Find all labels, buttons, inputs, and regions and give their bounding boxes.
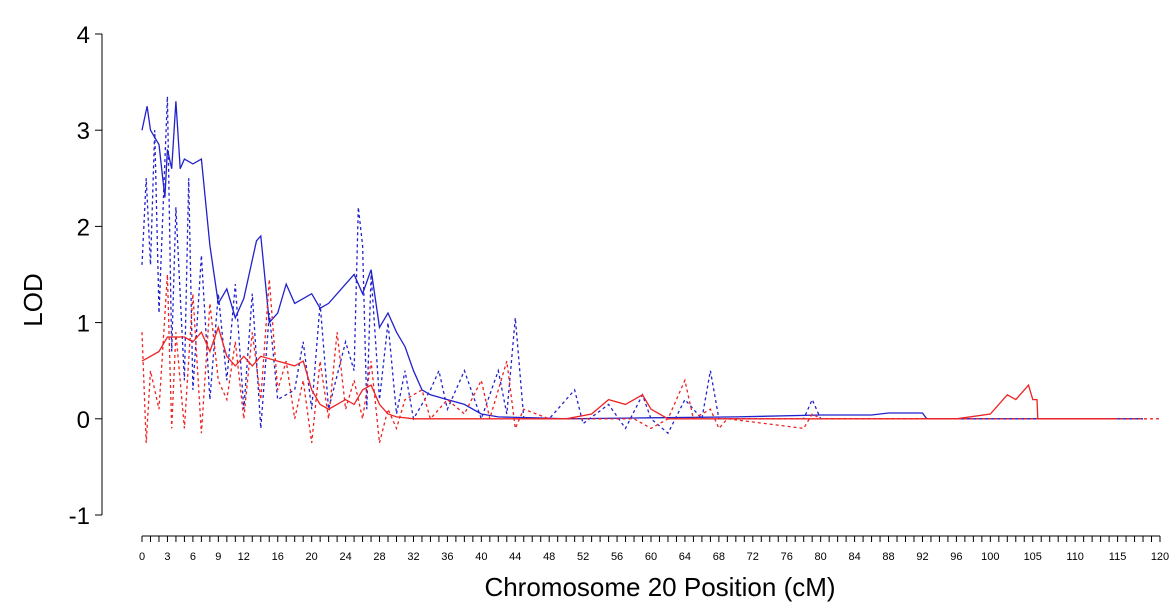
y-tick-label: 2 <box>77 214 90 241</box>
x-tick-label: 9 <box>215 551 221 563</box>
x-tick-label: 64 <box>679 551 691 563</box>
x-tick-label: 6 <box>190 551 196 563</box>
x-tick-label: 88 <box>882 551 894 563</box>
x-tick-label: 52 <box>577 551 589 563</box>
x-tick-label: 92 <box>916 551 928 563</box>
y-tick-label: 3 <box>77 118 90 145</box>
series-line-4-dashed <box>141 274 1160 444</box>
x-tick-label: 0 <box>139 551 145 563</box>
series-line-3-solid <box>141 325 1118 420</box>
series-line-1-solid <box>141 101 1143 420</box>
x-tick-label: 68 <box>713 551 725 563</box>
x-tick-label: 72 <box>747 551 759 563</box>
x-tick-label: 80 <box>815 551 827 563</box>
y-tick-label: 0 <box>77 407 90 434</box>
y-tick-label: 4 <box>77 22 90 49</box>
x-axis-label: Chromosome 20 Position (cM) <box>484 572 835 602</box>
x-tick-label: 84 <box>848 551 860 563</box>
x-tick-label: 28 <box>373 551 385 563</box>
x-tick-label: 60 <box>645 551 657 563</box>
x-tick-label: 16 <box>272 551 284 563</box>
x-tick-label: 36 <box>441 551 453 563</box>
x-tick-label: 120 <box>1151 551 1169 563</box>
x-tick-label: 12 <box>238 551 250 563</box>
x-tick-label: 48 <box>543 551 555 563</box>
x-tick-label: 96 <box>950 551 962 563</box>
x-tick-label: 76 <box>781 551 793 563</box>
y-axis: 4 3 2 1 0 -1 <box>69 22 103 530</box>
x-tick-label: 20 <box>306 551 318 563</box>
x-tick-label: 100 <box>981 551 999 563</box>
y-tick-label: -1 <box>69 503 90 530</box>
series-layer <box>141 96 1160 444</box>
series-line-2-dashed <box>141 96 1143 435</box>
x-tick-label: 44 <box>509 551 521 563</box>
x-tick-label: 40 <box>475 551 487 563</box>
x-axis: 0 3 6 9 12 16 20 24 28 32 36 40 44 48 52 56 60 64 68 72 76 80… <box>139 535 1169 563</box>
x-tick-label: 24 <box>339 551 351 563</box>
y-tick-label: 1 <box>77 311 90 338</box>
x-tick-label: 115 <box>1109 551 1127 563</box>
x-tick-label: 32 <box>407 551 419 563</box>
x-tick-label: 56 <box>611 551 623 563</box>
x-tick-label: 105 <box>1024 551 1042 563</box>
x-tick-label: 110 <box>1066 551 1084 563</box>
x-tick-label: 3 <box>164 551 170 563</box>
y-axis-label: LOD <box>18 273 48 326</box>
